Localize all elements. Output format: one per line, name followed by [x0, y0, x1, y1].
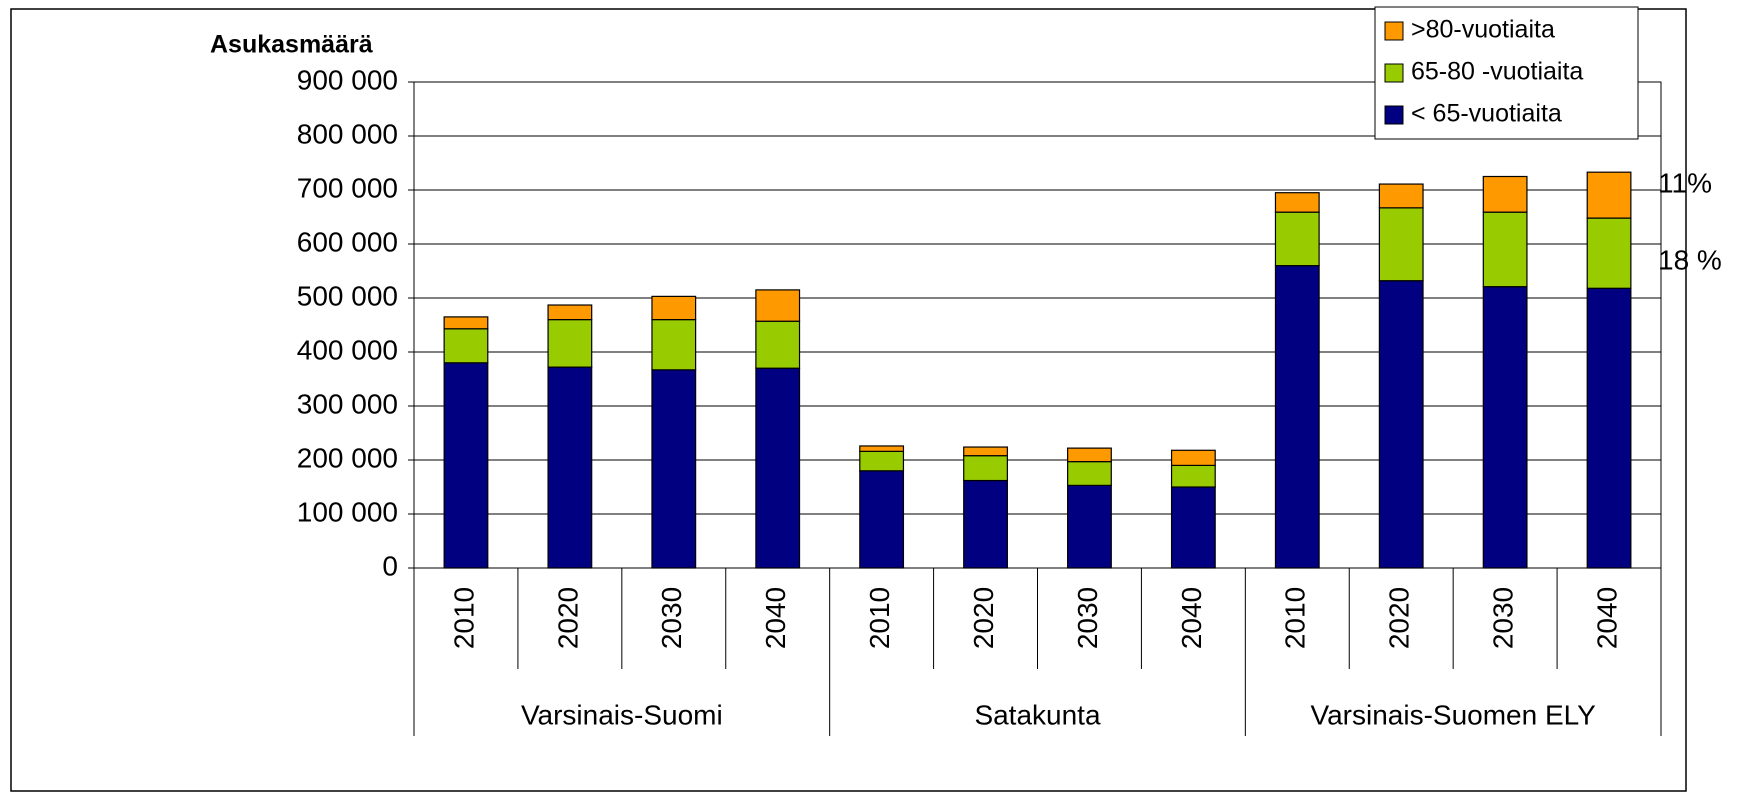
bar-segment — [859, 470, 905, 569]
y-tick-label: 700 000 — [297, 172, 398, 203]
bar-segment — [1170, 449, 1216, 466]
y-tick-label: 800 000 — [297, 118, 398, 149]
bar-segment — [1482, 286, 1528, 569]
legend-swatch — [1384, 21, 1404, 41]
bar-segment — [755, 320, 801, 369]
bar-segment — [963, 455, 1008, 482]
bar-segment — [1067, 484, 1112, 569]
x-tick-label: 2020 — [968, 587, 999, 649]
y-tick-label: 500 000 — [297, 280, 398, 311]
bar-segment — [1586, 217, 1632, 289]
legend-label: 65-80 -vuotiaita — [1411, 58, 1583, 86]
bar-segment — [1586, 171, 1632, 219]
y-tick-label: 400 000 — [297, 334, 398, 365]
y-tick-label: 300 000 — [297, 388, 398, 419]
bar-segment — [651, 295, 697, 321]
y-tick-label: 600 000 — [297, 226, 398, 257]
bar-segment — [1482, 211, 1528, 288]
bar-segment — [859, 445, 905, 452]
bar-segment — [651, 319, 697, 371]
bar-segment — [1482, 175, 1528, 213]
legend-label: >80-vuotiaita — [1411, 16, 1555, 44]
y-axis-label: Asukasmäärä — [210, 31, 373, 59]
chart-border — [10, 8, 1687, 792]
annotation: 18 % — [1658, 244, 1722, 275]
x-tick-label: 2010 — [448, 587, 479, 649]
bar-segment — [1378, 183, 1424, 209]
bar-segment — [547, 366, 593, 569]
bar-segment — [443, 316, 489, 330]
bar-segment — [755, 289, 801, 322]
x-tick-label: 2030 — [656, 587, 687, 649]
legend-label: < 65-vuotiaita — [1411, 100, 1562, 128]
x-tick-label: 2040 — [1176, 587, 1207, 649]
bar-segment — [1274, 265, 1320, 569]
bar-segment — [1067, 447, 1112, 463]
x-tick-label: 2030 — [1072, 587, 1103, 649]
x-tick-label: 2020 — [552, 587, 583, 649]
bar-segment — [755, 367, 801, 569]
y-tick-label: 900 000 — [297, 64, 398, 95]
y-tick-label: 0 — [382, 550, 398, 581]
bar-segment — [547, 304, 593, 321]
x-tick-label: 2010 — [1280, 587, 1311, 649]
bar-segment — [443, 362, 489, 569]
legend-box — [1374, 6, 1639, 140]
bar-segment — [963, 479, 1008, 569]
y-tick-label: 200 000 — [297, 442, 398, 473]
bar-segment — [1378, 280, 1424, 569]
bar-segment — [859, 450, 905, 472]
x-tick-label: 2040 — [760, 587, 791, 649]
bar-segment — [963, 446, 1008, 457]
bar-segment — [1170, 486, 1216, 569]
bar-segment — [1586, 287, 1632, 569]
x-tick-label: 2010 — [864, 587, 895, 649]
bar-segment — [1274, 211, 1320, 267]
legend-swatch — [1384, 105, 1404, 125]
bar-segment — [547, 319, 593, 368]
bar-segment — [1067, 461, 1112, 486]
plot-border — [413, 81, 1662, 569]
x-tick-label: 2020 — [1384, 587, 1415, 649]
group-label: Varsinais-Suomen ELY — [1311, 699, 1597, 730]
bar-segment — [1274, 192, 1320, 213]
bar-segment — [1378, 207, 1424, 282]
bar-segment — [1170, 464, 1216, 488]
y-tick-label: 100 000 — [297, 496, 398, 527]
bar-segment — [651, 369, 697, 569]
bar-segment — [443, 328, 489, 364]
x-tick-label: 2030 — [1488, 587, 1519, 649]
legend-swatch — [1384, 63, 1404, 83]
annotation: 11% — [1658, 167, 1712, 198]
x-tick-label: 2040 — [1591, 587, 1622, 649]
group-label: Satakunta — [974, 699, 1101, 730]
group-label: Varsinais-Suomi — [521, 699, 723, 730]
